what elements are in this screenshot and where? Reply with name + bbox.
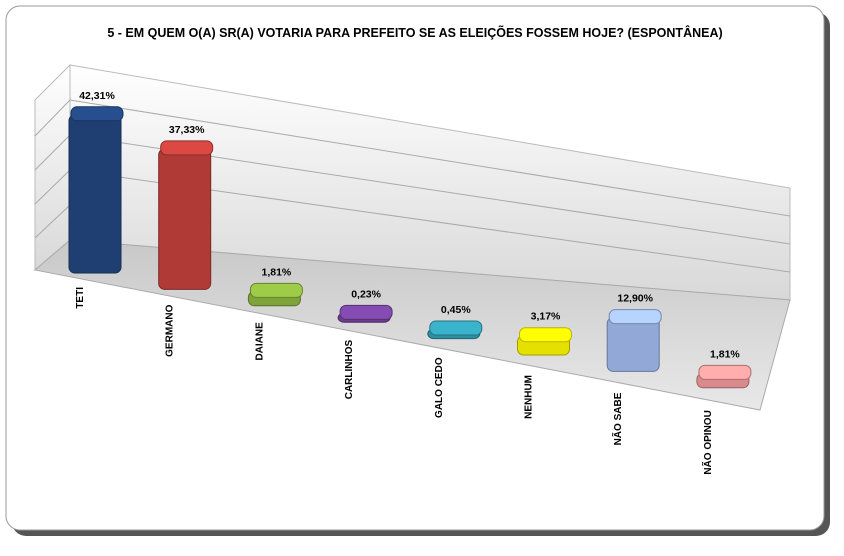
bar-top <box>429 320 483 336</box>
bar-top <box>698 364 752 380</box>
value-label: 3,17% <box>531 311 561 323</box>
side-wall <box>34 63 71 272</box>
bar-top <box>339 304 393 320</box>
x-tick-label: NÃO OPINOU <box>701 410 714 474</box>
grid-line <box>34 204 71 239</box>
value-label: 0,45% <box>441 304 471 316</box>
grid-line <box>34 169 71 205</box>
value-label: 1,81% <box>710 348 740 360</box>
chart-title: 5 - EM QUEM O(A) SR(A) VOTARIA PARA PREF… <box>107 25 722 40</box>
value-label: 1,81% <box>262 266 292 278</box>
x-tick-label: NENHUM <box>524 375 535 419</box>
bar-top <box>519 327 572 343</box>
x-tick-label: DAIANE <box>254 322 265 361</box>
bar-top <box>249 282 303 298</box>
x-tick-label: GERMANO <box>165 304 176 356</box>
bar-top <box>160 140 214 156</box>
floor <box>33 239 791 411</box>
value-label: 0,23% <box>351 288 381 300</box>
grid-line <box>34 134 71 171</box>
bar <box>68 114 122 274</box>
x-tick-label: CARLINHOS <box>344 339 355 399</box>
value-label: 12,90% <box>617 293 653 305</box>
bar <box>606 317 660 372</box>
grid-line <box>69 99 791 217</box>
value-label: 42,31% <box>79 90 115 102</box>
bar-top <box>608 309 662 325</box>
bar-top <box>70 106 124 122</box>
bar <box>158 148 212 290</box>
grid-line <box>34 99 71 137</box>
x-tick-label: NÃO SABE <box>611 392 624 445</box>
value-label: 37,33% <box>169 124 205 136</box>
x-tick-label: TETI <box>75 287 86 309</box>
x-tick-label: GALO CEDO <box>434 357 445 418</box>
